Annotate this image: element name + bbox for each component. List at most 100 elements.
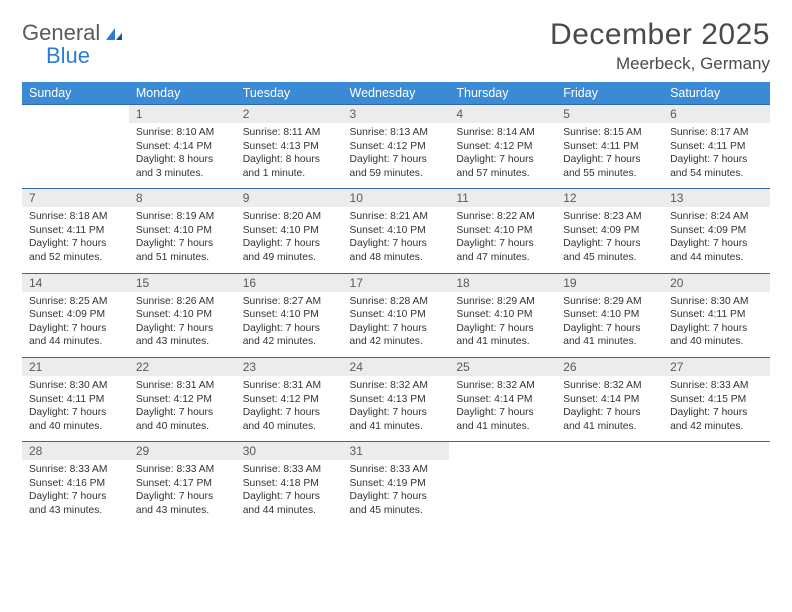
day-number: 12 (556, 189, 663, 207)
dow-wed: Wednesday (343, 82, 450, 105)
calendar-cell: . (449, 442, 556, 526)
day-info: Sunrise: 8:32 AMSunset: 4:14 PMDaylight:… (556, 376, 663, 441)
sunrise-text: Sunrise: 8:30 AM (670, 295, 764, 309)
calendar-cell: 14Sunrise: 8:25 AMSunset: 4:09 PMDayligh… (22, 273, 129, 357)
daylight-text: Daylight: 7 hours and 47 minutes. (456, 237, 550, 264)
sunrise-text: Sunrise: 8:11 AM (243, 126, 337, 140)
sunset-text: Sunset: 4:11 PM (670, 308, 764, 322)
day-number: 15 (129, 274, 236, 292)
sunset-text: Sunset: 4:09 PM (563, 224, 657, 238)
sunrise-text: Sunrise: 8:26 AM (136, 295, 230, 309)
daylight-text: Daylight: 7 hours and 40 minutes. (670, 322, 764, 349)
day-info: Sunrise: 8:27 AMSunset: 4:10 PMDaylight:… (236, 292, 343, 357)
daylight-text: Daylight: 7 hours and 43 minutes. (136, 322, 230, 349)
sunset-text: Sunset: 4:10 PM (350, 224, 444, 238)
sunset-text: Sunset: 4:10 PM (456, 224, 550, 238)
sunrise-text: Sunrise: 8:13 AM (350, 126, 444, 140)
sunset-text: Sunset: 4:13 PM (243, 140, 337, 154)
sunrise-text: Sunrise: 8:24 AM (670, 210, 764, 224)
sunset-text: Sunset: 4:13 PM (350, 393, 444, 407)
location-text: Meerbeck, Germany (550, 54, 770, 74)
calendar-cell: 8Sunrise: 8:19 AMSunset: 4:10 PMDaylight… (129, 189, 236, 273)
sunrise-text: Sunrise: 8:31 AM (243, 379, 337, 393)
day-number: 22 (129, 358, 236, 376)
day-info: Sunrise: 8:20 AMSunset: 4:10 PMDaylight:… (236, 207, 343, 272)
calendar-cell: 16Sunrise: 8:27 AMSunset: 4:10 PMDayligh… (236, 273, 343, 357)
day-info: Sunrise: 8:30 AMSunset: 4:11 PMDaylight:… (22, 376, 129, 441)
day-info: Sunrise: 8:14 AMSunset: 4:12 PMDaylight:… (449, 123, 556, 188)
sunset-text: Sunset: 4:14 PM (456, 393, 550, 407)
calendar-cell: 4Sunrise: 8:14 AMSunset: 4:12 PMDaylight… (449, 105, 556, 189)
sunrise-text: Sunrise: 8:17 AM (670, 126, 764, 140)
sunset-text: Sunset: 4:16 PM (29, 477, 123, 491)
calendar-cell: 23Sunrise: 8:31 AMSunset: 4:12 PMDayligh… (236, 357, 343, 441)
day-info: Sunrise: 8:19 AMSunset: 4:10 PMDaylight:… (129, 207, 236, 272)
logo-word-1: General (22, 20, 100, 45)
day-info: Sunrise: 8:17 AMSunset: 4:11 PMDaylight:… (663, 123, 770, 188)
day-info: Sunrise: 8:18 AMSunset: 4:11 PMDaylight:… (22, 207, 129, 272)
sunrise-text: Sunrise: 8:14 AM (456, 126, 550, 140)
day-number: 29 (129, 442, 236, 460)
sunrise-text: Sunrise: 8:27 AM (243, 295, 337, 309)
daylight-text: Daylight: 7 hours and 42 minutes. (350, 322, 444, 349)
calendar-cell: 15Sunrise: 8:26 AMSunset: 4:10 PMDayligh… (129, 273, 236, 357)
calendar-cell: 13Sunrise: 8:24 AMSunset: 4:09 PMDayligh… (663, 189, 770, 273)
daylight-text: Daylight: 7 hours and 40 minutes. (136, 406, 230, 433)
sunset-text: Sunset: 4:14 PM (136, 140, 230, 154)
sunrise-text: Sunrise: 8:29 AM (563, 295, 657, 309)
day-info: Sunrise: 8:15 AMSunset: 4:11 PMDaylight:… (556, 123, 663, 188)
day-info: Sunrise: 8:28 AMSunset: 4:10 PMDaylight:… (343, 292, 450, 357)
daylight-text: Daylight: 7 hours and 45 minutes. (563, 237, 657, 264)
dow-fri: Friday (556, 82, 663, 105)
day-info: Sunrise: 8:33 AMSunset: 4:15 PMDaylight:… (663, 376, 770, 441)
sunrise-text: Sunrise: 8:19 AM (136, 210, 230, 224)
daylight-text: Daylight: 7 hours and 41 minutes. (456, 406, 550, 433)
calendar-cell: 3Sunrise: 8:13 AMSunset: 4:12 PMDaylight… (343, 105, 450, 189)
sunrise-text: Sunrise: 8:33 AM (243, 463, 337, 477)
calendar-cell: . (663, 442, 770, 526)
header: General Blue December 2025 Meerbeck, Ger… (22, 18, 770, 74)
day-number: 8 (129, 189, 236, 207)
sunrise-text: Sunrise: 8:31 AM (136, 379, 230, 393)
day-number: 11 (449, 189, 556, 207)
sunset-text: Sunset: 4:09 PM (29, 308, 123, 322)
calendar-cell: 10Sunrise: 8:21 AMSunset: 4:10 PMDayligh… (343, 189, 450, 273)
calendar-cell: 21Sunrise: 8:30 AMSunset: 4:11 PMDayligh… (22, 357, 129, 441)
daylight-text: Daylight: 7 hours and 52 minutes. (29, 237, 123, 264)
sunset-text: Sunset: 4:12 PM (243, 393, 337, 407)
sunrise-text: Sunrise: 8:33 AM (29, 463, 123, 477)
day-number: 3 (343, 105, 450, 123)
daylight-text: Daylight: 7 hours and 42 minutes. (243, 322, 337, 349)
day-number: 5 (556, 105, 663, 123)
day-info: Sunrise: 8:23 AMSunset: 4:09 PMDaylight:… (556, 207, 663, 272)
calendar-cell: 12Sunrise: 8:23 AMSunset: 4:09 PMDayligh… (556, 189, 663, 273)
calendar-row: 21Sunrise: 8:30 AMSunset: 4:11 PMDayligh… (22, 357, 770, 441)
sunset-text: Sunset: 4:10 PM (136, 224, 230, 238)
logo-text: General Blue (22, 22, 123, 68)
calendar-cell: 18Sunrise: 8:29 AMSunset: 4:10 PMDayligh… (449, 273, 556, 357)
daylight-text: Daylight: 7 hours and 42 minutes. (670, 406, 764, 433)
daylight-text: Daylight: 8 hours and 1 minute. (243, 153, 337, 180)
calendar-cell: 11Sunrise: 8:22 AMSunset: 4:10 PMDayligh… (449, 189, 556, 273)
calendar-cell: 19Sunrise: 8:29 AMSunset: 4:10 PMDayligh… (556, 273, 663, 357)
sunset-text: Sunset: 4:11 PM (29, 393, 123, 407)
day-info: Sunrise: 8:32 AMSunset: 4:14 PMDaylight:… (449, 376, 556, 441)
daylight-text: Daylight: 7 hours and 44 minutes. (243, 490, 337, 517)
daylight-text: Daylight: 7 hours and 57 minutes. (456, 153, 550, 180)
sunrise-text: Sunrise: 8:29 AM (456, 295, 550, 309)
calendar-cell: . (556, 442, 663, 526)
day-number: 4 (449, 105, 556, 123)
day-number: 30 (236, 442, 343, 460)
sunrise-text: Sunrise: 8:15 AM (563, 126, 657, 140)
sunset-text: Sunset: 4:09 PM (670, 224, 764, 238)
sunrise-text: Sunrise: 8:10 AM (136, 126, 230, 140)
day-info: Sunrise: 8:10 AMSunset: 4:14 PMDaylight:… (129, 123, 236, 188)
sunset-text: Sunset: 4:12 PM (350, 140, 444, 154)
day-number: 24 (343, 358, 450, 376)
day-info: Sunrise: 8:11 AMSunset: 4:13 PMDaylight:… (236, 123, 343, 188)
calendar-cell: 25Sunrise: 8:32 AMSunset: 4:14 PMDayligh… (449, 357, 556, 441)
day-info: Sunrise: 8:21 AMSunset: 4:10 PMDaylight:… (343, 207, 450, 272)
day-number: 27 (663, 358, 770, 376)
day-info: Sunrise: 8:26 AMSunset: 4:10 PMDaylight:… (129, 292, 236, 357)
sunrise-text: Sunrise: 8:33 AM (136, 463, 230, 477)
